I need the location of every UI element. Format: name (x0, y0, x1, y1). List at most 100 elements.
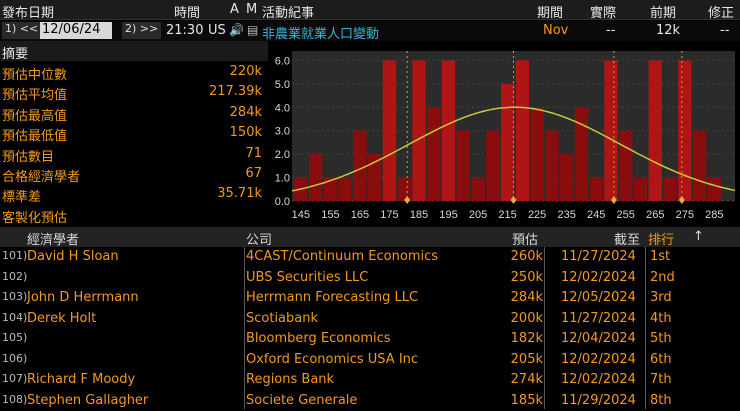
marker-diamond (678, 196, 685, 204)
table-row[interactable]: 107) Richard F Moody Regions Bank 274k 12/02… (0, 370, 740, 390)
company-name[interactable]: 4CAST/Continuum Economics (246, 249, 439, 264)
event-actual: -- (606, 23, 616, 38)
cutoff-date: 12/04/2024 (561, 331, 636, 346)
cutoff-date: 12/02/2024 (561, 269, 636, 285)
y-tick-label: 5.0 (275, 79, 290, 91)
normal-curve (291, 106, 736, 192)
col-estimate[interactable]: 預估 (512, 233, 539, 248)
table-row[interactable]: 104) Derek Holt Scotiabank 200k 11/27/2024 4t… (0, 309, 740, 329)
summary-row: 預估最低值 150k (0, 123, 268, 144)
rank-value: 1st (650, 249, 671, 264)
company-name[interactable]: Oxford Economics USA Inc (246, 351, 419, 367)
histogram-bar (633, 177, 648, 201)
economist-name[interactable]: Derek Holt (27, 310, 97, 326)
summary-label: 預估中位數 (2, 68, 68, 83)
event-row[interactable]: 1) << 12/06/24 2) >> 21:30 US 🔊 ▤ 非農業就業人… (0, 21, 740, 42)
company-name[interactable]: Societe Generale (246, 392, 358, 408)
rank-value: 4th (650, 310, 672, 326)
summary-value: 217.39k (208, 84, 262, 100)
company-name[interactable]: Scotiabank (246, 310, 319, 326)
revised-header: 修正 (708, 6, 735, 21)
col-cutoff[interactable]: 截至 (614, 233, 641, 248)
y-tick-label: 0.0 (275, 196, 290, 208)
speaker-icon[interactable]: 🔊 (229, 23, 244, 37)
economist-name[interactable]: Richard F Moody (27, 372, 136, 387)
col-company[interactable]: 公司 (246, 233, 273, 248)
prev-date-button[interactable]: 1) << (2, 22, 42, 39)
rank-value: 5th (650, 331, 672, 346)
company-name[interactable]: Bloomberg Economics (246, 331, 391, 346)
histogram-bar (515, 60, 530, 201)
event-region: US (208, 23, 226, 38)
summary-row: 預估數目 71 (0, 144, 268, 165)
table-row[interactable]: 101) David H Sloan 4CAST/Continuum Economi… (0, 247, 740, 267)
marker-diamond (510, 196, 517, 204)
x-tick-label: 255 (617, 209, 635, 221)
row-index: 102) (2, 269, 28, 283)
histogram-bar (441, 60, 456, 201)
summary-value: 284k (229, 104, 262, 120)
summary-label: 標準差 (2, 190, 42, 206)
row-index: 106) (2, 351, 28, 365)
y-tick-label: 4.0 (275, 102, 290, 114)
histogram-bar (486, 130, 500, 201)
row-index: 108) (2, 392, 28, 406)
summary-label: 預估數目 (2, 149, 55, 165)
summary-row: 預估中位數 220k (0, 62, 268, 83)
histogram-bar (574, 107, 589, 201)
event-name[interactable]: 非農業就業人口變動 (262, 27, 380, 42)
x-tick-label: 175 (380, 209, 398, 221)
histogram-bar (530, 107, 544, 201)
summary-label: 合格經濟學者 (2, 170, 81, 185)
economist-name[interactable]: John D Herrmann (27, 290, 139, 305)
cutoff-date: 12/02/2024 (561, 351, 636, 367)
sort-arrow-icon[interactable]: ↑ (693, 229, 704, 244)
histogram-bar (589, 177, 603, 201)
histogram-bar (663, 177, 677, 201)
table-row[interactable]: 106) Oxford Economics USA Inc 205k 12/02/20… (0, 350, 740, 370)
histogram-bar (382, 60, 397, 201)
economist-name[interactable]: David H Sloan (27, 249, 119, 264)
x-tick-label: 145 (292, 209, 310, 221)
table-row[interactable]: 108) Stephen Gallagher Societe Generale 185… (0, 391, 740, 411)
actual-header: 實際 (590, 6, 617, 21)
economist-name[interactable]: Stephen Gallagher (27, 392, 149, 408)
company-name[interactable]: Regions Bank (246, 372, 335, 387)
col-rank[interactable]: 排行 (648, 233, 675, 248)
next-date-button[interactable]: 2) >> (122, 22, 162, 39)
histogram-bar (545, 130, 559, 201)
histogram-bar (707, 177, 721, 201)
y-tick-label: 6.0 (275, 55, 290, 67)
y-tick-label: 2.0 (275, 149, 290, 161)
histogram-bar (500, 83, 515, 201)
table-row[interactable]: 105) Bloomberg Economics 182k 12/04/2024 5th (0, 329, 740, 349)
table-row[interactable]: 102) UBS Securities LLC 250k 12/02/2024 2nd (0, 268, 740, 288)
economist-table-header: 經濟學者 公司 預估 截至 排行 ↑ (0, 227, 740, 248)
m-header: M (246, 2, 258, 17)
table-row[interactable]: 103) John D Herrmann Herrmann Forecasting … (0, 288, 740, 308)
marker-diamond (404, 196, 411, 204)
histogram-bar (692, 130, 707, 201)
x-tick-label: 165 (351, 209, 369, 221)
event-time: 21:30 (166, 23, 204, 38)
cutoff-date: 12/05/2024 (561, 290, 636, 305)
histogram-bar (308, 154, 323, 201)
cutoff-date: 12/02/2024 (561, 372, 636, 387)
event-prior: 12k (656, 23, 681, 38)
company-name[interactable]: Herrmann Forecasting LLC (246, 290, 419, 305)
summary-label: 預估最高值 (2, 108, 68, 124)
summary-value: 150k (229, 125, 262, 141)
document-icon[interactable]: ▤ (247, 23, 259, 37)
estimate-distribution-chart: 0.0 1.0 2.0 3.0 4.0 5.0 6.0 145 155 165 175 185 195 2… (275, 51, 736, 221)
col-economist[interactable]: 經濟學者 (27, 233, 80, 248)
company-name[interactable]: UBS Securities LLC (246, 269, 369, 285)
x-tick-label: 245 (587, 209, 605, 221)
estimate-value: 260k (510, 249, 543, 264)
summary-title: 摘要 (2, 47, 29, 62)
event-revised: -- (720, 23, 730, 38)
histogram-bar (368, 154, 382, 201)
prior-header: 前期 (650, 6, 677, 21)
rank-value: 6th (650, 351, 672, 367)
row-index: 103) (2, 290, 28, 303)
date-field[interactable]: 12/06/24 (40, 22, 112, 39)
